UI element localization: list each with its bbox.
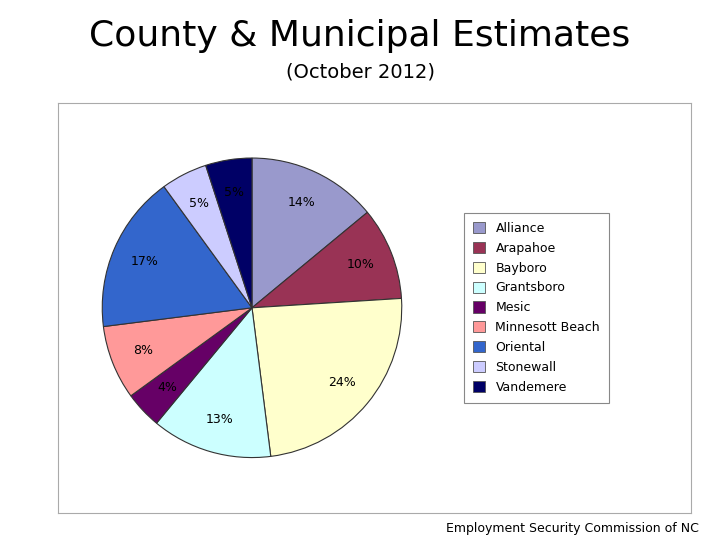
Wedge shape: [252, 158, 367, 308]
Wedge shape: [131, 308, 252, 423]
Text: 24%: 24%: [328, 376, 356, 389]
Text: 8%: 8%: [133, 345, 153, 357]
Text: County & Municipal Estimates: County & Municipal Estimates: [89, 19, 631, 53]
Wedge shape: [252, 299, 402, 456]
Wedge shape: [164, 165, 252, 308]
Text: 10%: 10%: [346, 258, 374, 271]
Wedge shape: [156, 308, 271, 457]
Wedge shape: [206, 158, 252, 308]
Text: 13%: 13%: [205, 414, 233, 427]
Text: Employment Security Commission of NC: Employment Security Commission of NC: [446, 522, 698, 535]
Text: 14%: 14%: [288, 195, 315, 208]
Wedge shape: [252, 212, 402, 308]
Text: 5%: 5%: [224, 186, 244, 199]
Text: 4%: 4%: [157, 381, 177, 394]
Wedge shape: [102, 187, 252, 327]
Text: 17%: 17%: [131, 255, 158, 268]
Legend: Alliance, Arapahoe, Bayboro, Grantsboro, Mesic, Minnesott Beach, Oriental, Stone: Alliance, Arapahoe, Bayboro, Grantsboro,…: [464, 213, 609, 402]
Text: 5%: 5%: [189, 197, 209, 210]
Wedge shape: [104, 308, 252, 396]
Text: (October 2012): (October 2012): [286, 62, 434, 81]
